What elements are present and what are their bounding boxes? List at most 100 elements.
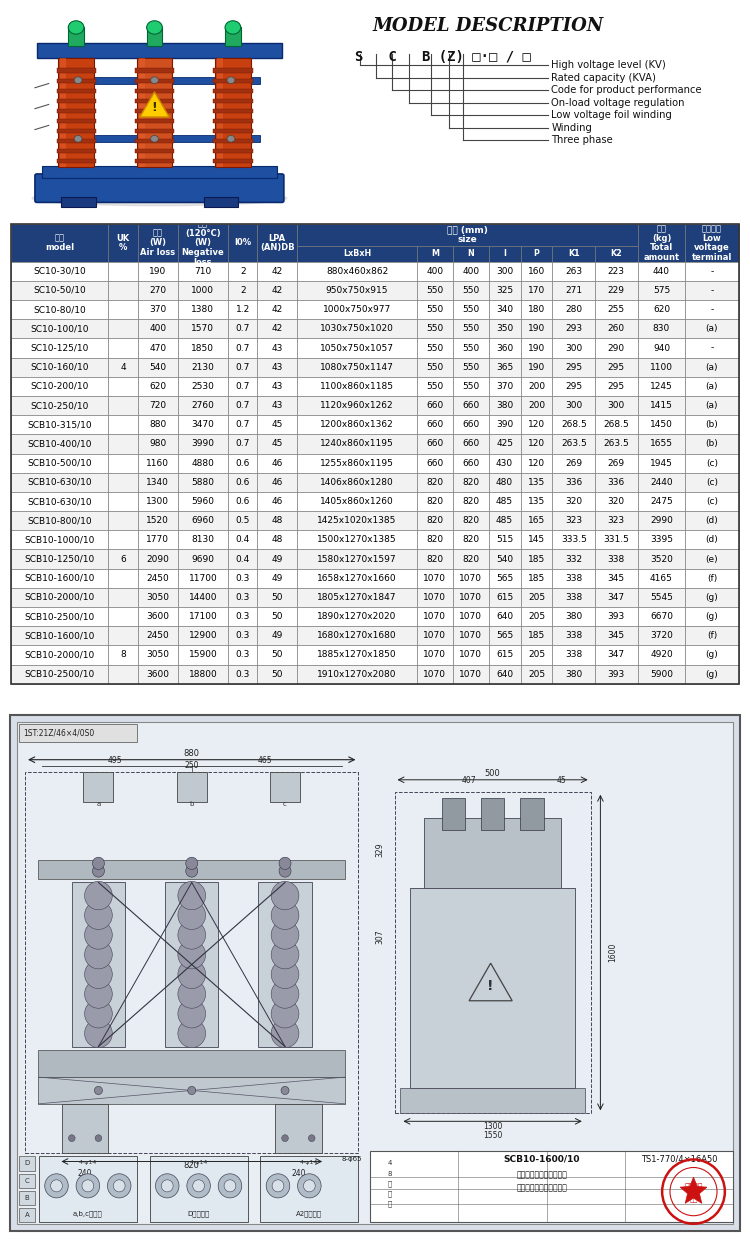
Bar xyxy=(56,68,96,73)
Bar xyxy=(109,531,138,549)
Bar xyxy=(135,109,174,113)
Bar xyxy=(638,569,686,588)
Bar xyxy=(83,771,113,802)
Bar xyxy=(520,262,553,280)
Circle shape xyxy=(178,901,206,930)
Text: SCB10-2000/10: SCB10-2000/10 xyxy=(25,651,95,660)
Text: 336: 336 xyxy=(608,477,625,487)
Bar xyxy=(109,626,138,645)
Text: 3050: 3050 xyxy=(146,593,170,601)
Text: 3520: 3520 xyxy=(650,554,673,563)
Bar xyxy=(297,626,417,645)
Bar xyxy=(520,319,553,339)
Circle shape xyxy=(95,1135,102,1142)
Bar xyxy=(686,492,739,511)
Bar xyxy=(686,434,739,454)
Bar xyxy=(638,396,686,415)
Text: 2: 2 xyxy=(240,267,245,275)
Bar xyxy=(520,280,553,300)
Bar xyxy=(417,549,453,569)
Bar xyxy=(109,665,138,683)
Bar xyxy=(297,224,638,246)
Bar xyxy=(520,645,553,665)
Bar xyxy=(259,883,312,1047)
Bar xyxy=(417,626,453,645)
Circle shape xyxy=(224,1179,236,1192)
Text: 268.5: 268.5 xyxy=(561,420,586,429)
Text: SCB10-500/10: SCB10-500/10 xyxy=(28,459,92,467)
Circle shape xyxy=(85,940,112,968)
Circle shape xyxy=(107,1174,131,1198)
Text: 0.7: 0.7 xyxy=(236,325,250,334)
Text: !: ! xyxy=(488,980,494,993)
Bar xyxy=(11,454,109,472)
Bar xyxy=(178,492,228,511)
Text: 660: 660 xyxy=(462,401,479,410)
Text: 190: 190 xyxy=(528,325,545,334)
Text: SC10-250/10: SC10-250/10 xyxy=(31,401,89,410)
Text: 1080x750x1147: 1080x750x1147 xyxy=(320,362,394,372)
Bar xyxy=(520,300,553,319)
Bar xyxy=(228,588,257,608)
Circle shape xyxy=(178,940,206,968)
Circle shape xyxy=(281,1086,289,1095)
Text: 380: 380 xyxy=(565,613,582,621)
Circle shape xyxy=(85,980,112,1008)
Text: 300: 300 xyxy=(565,343,582,352)
Bar xyxy=(138,645,178,665)
Bar xyxy=(489,511,520,531)
Bar xyxy=(138,665,178,683)
Text: 1100x860x1185: 1100x860x1185 xyxy=(320,382,394,391)
Text: 320: 320 xyxy=(566,497,582,506)
Bar xyxy=(553,262,595,280)
Text: 820: 820 xyxy=(426,554,443,563)
Bar xyxy=(257,396,297,415)
Bar xyxy=(686,454,739,472)
Bar xyxy=(11,569,109,588)
Text: 660: 660 xyxy=(426,420,443,429)
Bar xyxy=(257,300,297,319)
Text: 185: 185 xyxy=(528,631,545,640)
Text: 12900: 12900 xyxy=(188,631,218,640)
Bar xyxy=(453,357,489,377)
Bar xyxy=(257,357,297,377)
Text: 470: 470 xyxy=(149,343,166,352)
Bar xyxy=(297,396,417,415)
Bar xyxy=(138,396,178,415)
Bar xyxy=(686,280,739,300)
Text: 338: 338 xyxy=(565,631,582,640)
Bar xyxy=(228,262,257,280)
Text: 347: 347 xyxy=(608,593,625,601)
Bar xyxy=(178,415,228,434)
Text: 400: 400 xyxy=(149,325,166,334)
Text: 263.5: 263.5 xyxy=(604,439,629,449)
Bar xyxy=(489,300,520,319)
Text: 660: 660 xyxy=(426,439,443,449)
Bar xyxy=(453,549,489,569)
Text: Code for product performance: Code for product performance xyxy=(551,86,702,95)
Circle shape xyxy=(272,980,299,1008)
Text: 1520: 1520 xyxy=(146,516,169,526)
Text: 120: 120 xyxy=(528,459,545,467)
Text: (c): (c) xyxy=(706,459,718,467)
Text: 550: 550 xyxy=(462,362,479,372)
Bar xyxy=(11,357,109,377)
Text: 370: 370 xyxy=(496,382,513,391)
Text: A2位置钥图: A2位置钥图 xyxy=(296,1210,322,1216)
Bar xyxy=(39,1157,136,1221)
Circle shape xyxy=(85,999,112,1028)
Bar xyxy=(595,357,638,377)
Bar xyxy=(489,492,520,511)
Bar xyxy=(686,339,739,357)
Bar xyxy=(213,159,253,164)
Bar xyxy=(453,608,489,626)
Text: K2: K2 xyxy=(610,249,622,258)
Text: 271: 271 xyxy=(566,286,582,295)
Text: 340: 340 xyxy=(496,305,513,314)
Text: 223: 223 xyxy=(608,267,625,275)
Text: 4165: 4165 xyxy=(650,574,673,583)
Bar xyxy=(225,27,241,46)
Circle shape xyxy=(85,960,112,988)
Bar xyxy=(595,608,638,626)
Bar xyxy=(686,608,739,626)
